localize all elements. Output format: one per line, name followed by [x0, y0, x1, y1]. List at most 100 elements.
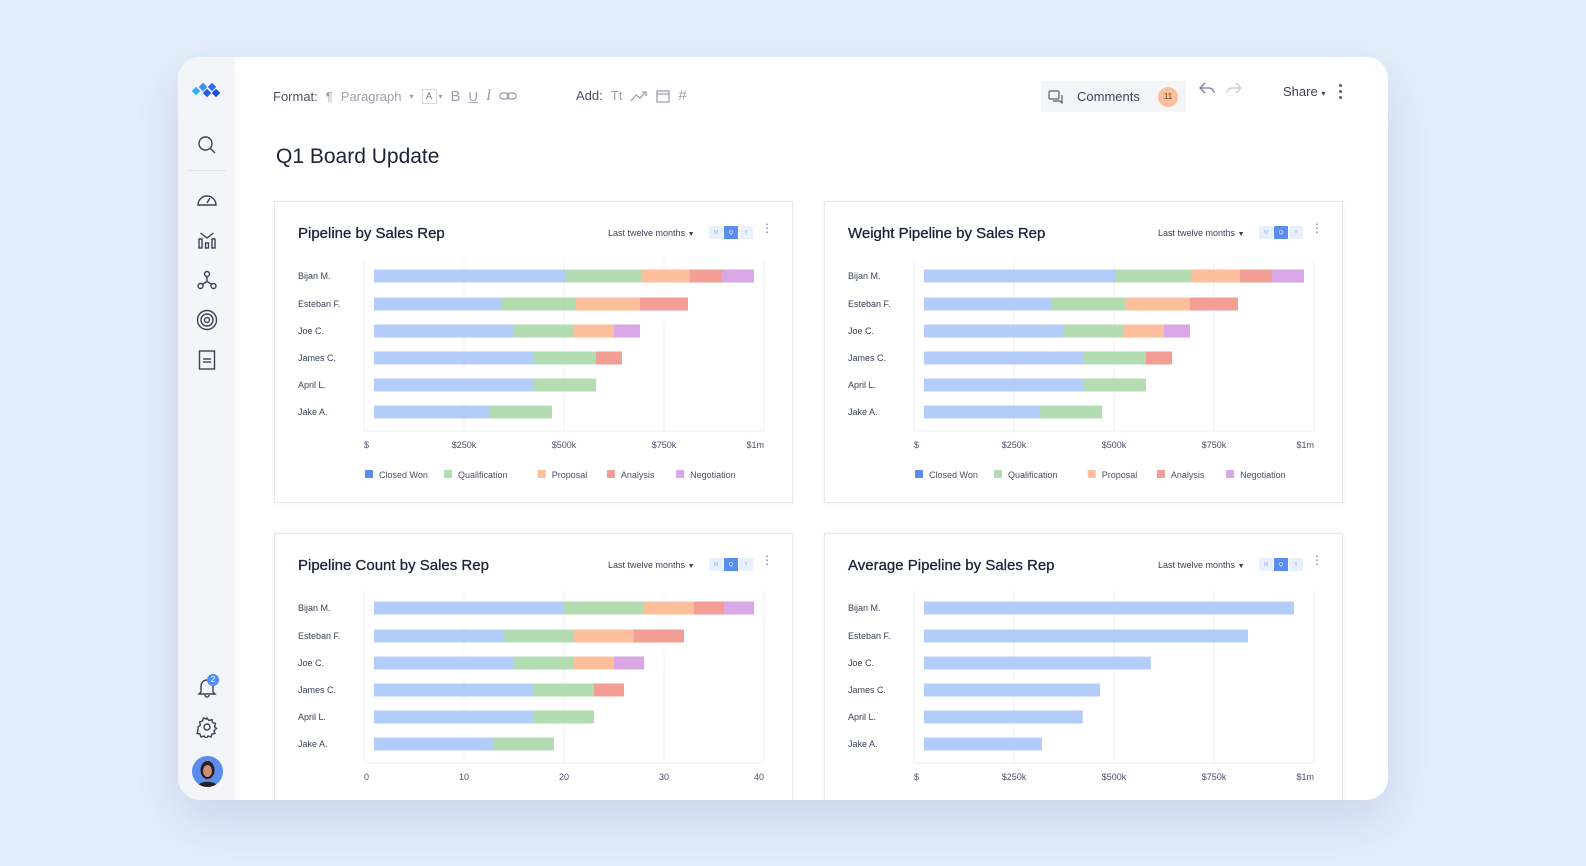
legend-swatch	[994, 470, 1002, 478]
toggle-y[interactable]: Y	[739, 558, 753, 571]
toggle-m[interactable]: M	[709, 226, 723, 239]
bar-segment-negotiation	[614, 324, 640, 338]
toggle-m[interactable]: M	[1259, 558, 1273, 571]
legend-label: Analysis	[1171, 470, 1205, 480]
bar-segment-qualification	[514, 656, 574, 670]
bar-segment-closed-won	[374, 351, 534, 365]
redo-icon[interactable]	[1226, 81, 1242, 95]
target-icon[interactable]	[194, 307, 220, 333]
bar-segment-closed-won	[924, 324, 1064, 338]
bar-segment-closed-won	[924, 656, 1151, 670]
period-select[interactable]: Last twelve months ▼	[608, 560, 695, 570]
y-category-label: Bijan M.	[298, 603, 331, 613]
bar-segment-closed-won	[374, 601, 564, 615]
bar-segment-proposal	[576, 297, 640, 311]
bar-segment-proposal	[574, 629, 634, 643]
calendar-icon[interactable]	[656, 89, 670, 103]
chevron-down-icon[interactable]: ▾	[409, 91, 414, 101]
search-icon[interactable]	[194, 132, 220, 158]
text-icon[interactable]: Tt	[610, 88, 623, 103]
bar-segment-analysis	[596, 351, 622, 365]
add-label: Add:	[576, 88, 603, 103]
bar-segment-proposal	[1126, 297, 1190, 311]
x-tick-label: 0	[364, 772, 369, 782]
toggle-q[interactable]: Q	[1274, 558, 1288, 571]
bar-segment-closed-won	[374, 405, 490, 419]
legend-label: Negotiation	[690, 470, 736, 480]
bar-segment-analysis	[690, 269, 722, 283]
bar-segment-closed-won	[924, 737, 1042, 751]
document-icon[interactable]	[194, 347, 220, 373]
toggle-q[interactable]: Q	[1274, 226, 1288, 239]
bar-segment-negotiation	[722, 269, 754, 283]
y-category-label: April L.	[848, 380, 876, 390]
period-select[interactable]: Last twelve months ▼	[1158, 228, 1245, 238]
hashtag-icon[interactable]: #	[678, 87, 687, 104]
y-category-label: Esteban F.	[298, 299, 341, 309]
x-tick-label: 10	[459, 772, 469, 782]
underline-button[interactable]: U	[468, 88, 478, 104]
toggle-m[interactable]: M	[709, 558, 723, 571]
gear-icon[interactable]	[194, 714, 220, 740]
y-category-label: James C.	[298, 685, 336, 695]
link-icon[interactable]	[499, 90, 517, 102]
toggle-m[interactable]: M	[1259, 226, 1273, 239]
bar-segment-negotiation	[1164, 324, 1190, 338]
period-select[interactable]: Last twelve months ▼	[608, 228, 695, 238]
bar-segment-qualification	[1064, 324, 1124, 338]
chart-plot: $ $250k $500k $750k $1m Bijan M. Esteban F. Joe…	[848, 591, 1315, 782]
comments-label: Comments	[1077, 89, 1140, 104]
toggle-q[interactable]: Q	[724, 558, 738, 571]
font-color-button[interactable]: A	[421, 88, 437, 104]
bar-segment-qualification	[534, 378, 596, 392]
y-category-label: Joe C.	[848, 658, 874, 668]
toggle-y[interactable]: Y	[1289, 226, 1303, 239]
x-tick-label: $750k	[1202, 772, 1227, 782]
y-category-label: Jake A.	[298, 739, 328, 749]
bar-segment-qualification	[534, 351, 596, 365]
bar-segment-closed-won	[374, 269, 566, 283]
x-tick-label: $250k	[452, 440, 477, 450]
legend-label: Closed Won	[929, 470, 978, 480]
x-tick-label: $1m	[1296, 440, 1314, 450]
avatar[interactable]	[192, 756, 223, 787]
network-icon[interactable]	[194, 267, 220, 293]
paragraph-style-select[interactable]: Paragraph	[340, 88, 402, 104]
legend-swatch	[365, 470, 373, 478]
x-tick-label: $500k	[552, 440, 577, 450]
y-category-label: Joe C.	[298, 326, 324, 336]
chevron-down-icon[interactable]: ▾	[438, 91, 443, 101]
more-options-icon[interactable]	[1339, 84, 1343, 99]
sidebar-divider	[187, 170, 226, 171]
share-button[interactable]: Share ▾	[1283, 84, 1325, 99]
bar-segment-closed-won	[924, 601, 1294, 615]
y-category-label: April L.	[298, 380, 326, 390]
y-category-label: Bijan M.	[848, 271, 881, 281]
bar-segment-closed-won	[374, 378, 534, 392]
toggle-y[interactable]: Y	[739, 226, 753, 239]
share-label: Share	[1283, 84, 1318, 99]
bar-segment-qualification	[502, 297, 576, 311]
italic-button[interactable]: I	[485, 87, 492, 104]
bar-segment-proposal	[644, 601, 694, 615]
x-tick-label: $	[364, 440, 369, 450]
undo-icon[interactable]	[1199, 81, 1215, 95]
period-select[interactable]: Last twelve months ▼	[1158, 560, 1245, 570]
y-category-label: April L.	[848, 712, 876, 722]
analytics-icon[interactable]	[194, 226, 220, 252]
toggle-y[interactable]: Y	[1289, 558, 1303, 571]
x-tick-label: 30	[659, 772, 669, 782]
chart-card: Weight Pipeline by Sales Rep Last twelve…	[824, 201, 1343, 503]
bar-segment-closed-won	[374, 737, 494, 751]
bar-segment-closed-won	[374, 297, 502, 311]
bold-button[interactable]: B	[450, 87, 461, 105]
chart-icon[interactable]	[630, 90, 648, 102]
period-label: Last twelve months	[608, 560, 686, 570]
y-category-label: Joe C.	[298, 658, 324, 668]
dashboard-gauge-icon[interactable]	[194, 186, 220, 212]
x-tick-label: $	[914, 440, 919, 450]
comments-button[interactable]: Comments 11	[1041, 81, 1186, 112]
toggle-q[interactable]: Q	[724, 226, 738, 239]
